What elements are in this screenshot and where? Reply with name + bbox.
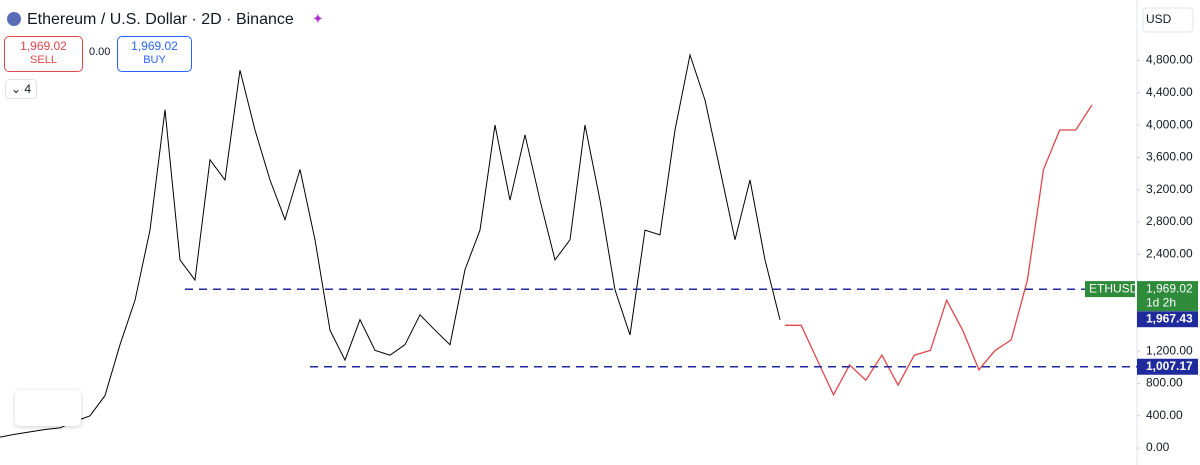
y-tick-label: 800.00 [1146,376,1183,390]
title: Ethereum / U.S. Dollar · 2D · Binance [27,11,294,28]
price-line [785,104,1093,397]
buy-label: BUY [143,54,166,66]
spread: 0.00 [89,46,111,58]
price-tag [1137,281,1198,312]
symbol-tag [1085,281,1135,298]
sell-button[interactable]: 1,969.02 SELL [4,36,83,72]
indicator-count: 4 [24,82,32,96]
countdown: 1d 2h [1146,295,1176,309]
level-tag [1137,358,1198,375]
drawing-toolbar[interactable] [15,390,81,426]
y-tick-label: 3,600.00 [1146,150,1193,164]
y-tick-label: 2,800.00 [1146,214,1193,228]
y-tick-label: 0.00 [1146,440,1170,454]
y-tick-label: 3,200.00 [1146,182,1193,196]
sell-price: 1,969.02 [20,39,67,53]
y-tick-label: 2,400.00 [1146,246,1193,260]
y-tick-label: 4,400.00 [1146,85,1193,99]
y-tick-label: 1,200.00 [1146,343,1193,357]
level-label: 1,007.17 [1146,359,1193,373]
eth-icon [7,12,21,26]
price-label: 1,969.02 [1146,281,1193,295]
y-tick-label: 4,800.00 [1146,53,1193,67]
level-tag [1137,311,1198,328]
symbol-label: ETHUSD [1089,281,1139,295]
chevron: ⌄ [11,82,22,96]
indicators-toggle[interactable]: ⌄ 4 [5,79,37,99]
sell-label: SELL [30,54,57,66]
currency-button[interactable] [1142,7,1194,33]
currency: USD [1146,12,1172,26]
level-label: 1,967.43 [1146,311,1193,325]
buy-price: 1,969.02 [131,39,178,53]
logo-icon: ✦ [312,11,324,27]
buy-button[interactable]: 1,969.02 BUY [117,36,192,72]
price-line [0,52,781,438]
y-tick-label: 400.00 [1146,408,1183,422]
y-tick-label: 4,000.00 [1146,117,1193,131]
